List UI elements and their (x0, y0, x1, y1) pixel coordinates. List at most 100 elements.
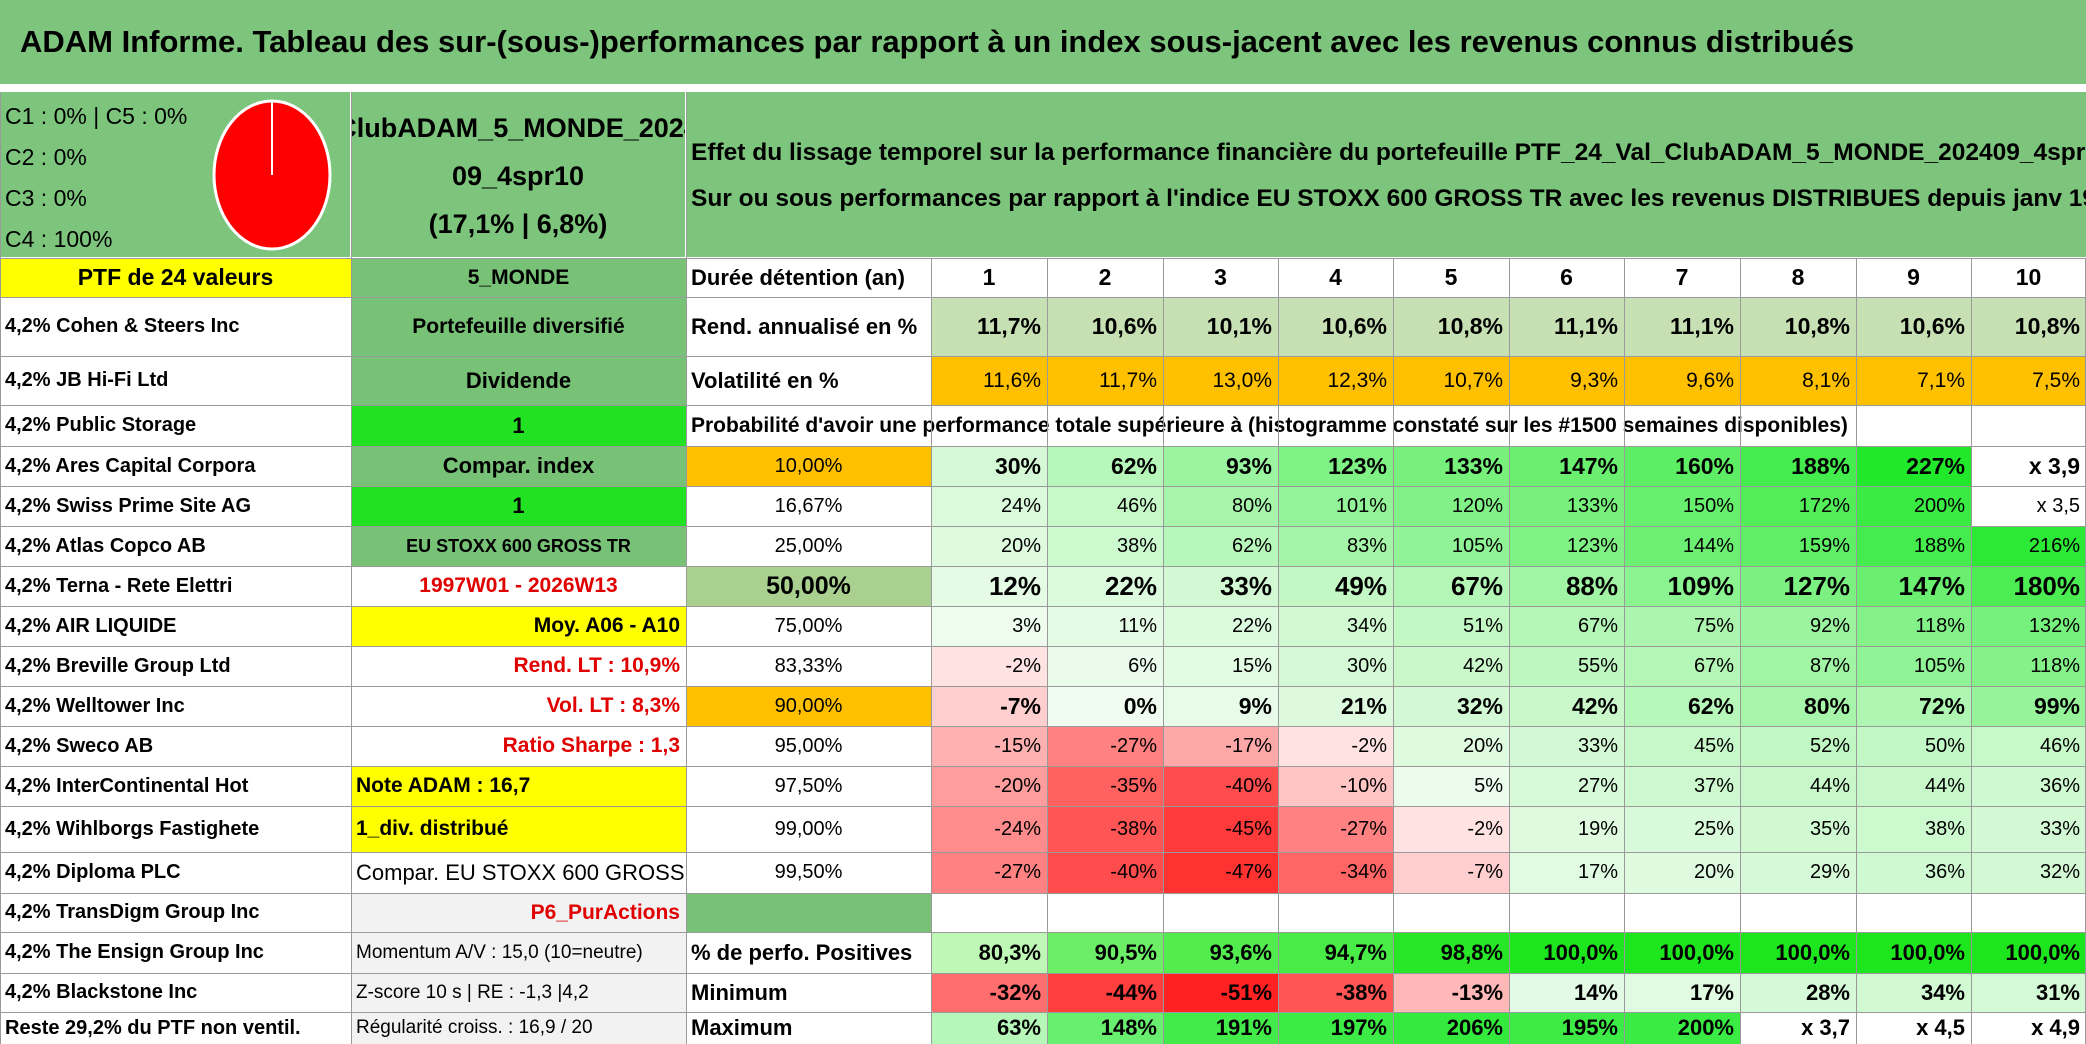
prob-value: 172% (1740, 486, 1856, 526)
prob-value: -27% (1278, 806, 1393, 852)
prob-value: 0% (1047, 686, 1163, 726)
min-value: -44% (1047, 973, 1163, 1012)
vol-value: 8,1% (1740, 356, 1856, 405)
grid-col-line (1740, 258, 1741, 1044)
prob-value: -7% (1393, 852, 1509, 893)
pos-value: 98,8% (1393, 932, 1509, 973)
prob-value: 227% (1856, 446, 1971, 486)
grid-row-line (0, 258, 2086, 259)
prob-value: -40% (1047, 852, 1163, 893)
min-value: -13% (1393, 973, 1509, 1012)
prob-value: 88% (1509, 566, 1624, 606)
prob-value: 6% (1047, 646, 1163, 686)
vol-value: 9,3% (1509, 356, 1624, 405)
prob-level: 99,00% (686, 806, 931, 852)
prob-value: 105% (1393, 526, 1509, 566)
max-value: 195% (1509, 1012, 1624, 1044)
pie-label-c3: C3 : 0% (5, 184, 87, 211)
club-name-line1: ClubADAM_5_MONDE_2024 (351, 112, 685, 143)
prob-level: 50,00% (686, 566, 931, 606)
prob-value: 38% (1856, 806, 1971, 852)
vol-value: 11,6% (931, 356, 1047, 405)
prob-value: 160% (1624, 446, 1740, 486)
prob-value: 200% (1856, 486, 1971, 526)
pos-value: 93,6% (1163, 932, 1278, 973)
grid-col-line (686, 92, 687, 1044)
prob-value: 150% (1624, 486, 1740, 526)
prob-value: 44% (1856, 766, 1971, 806)
prob-level: 99,50% (686, 852, 931, 893)
prob-value: -45% (1163, 806, 1278, 852)
year-header: 5 (1444, 264, 1458, 290)
holding-item: 4,2% Wihlborgs Fastighete (5, 817, 260, 840)
holding-item: 4,2% AIR LIQUIDE (5, 614, 177, 637)
year-header: 2 (1098, 264, 1112, 290)
vol-label: Volatilité en % (691, 367, 839, 393)
info-period: 1997W01 - 2026W13 (351, 566, 686, 606)
prob-value: -20% (931, 766, 1047, 806)
rend-value: 11,1% (1509, 297, 1624, 356)
min-value: 34% (1856, 973, 1971, 1012)
year-header: 4 (1329, 264, 1342, 290)
prob-level: 10,00% (686, 446, 931, 486)
max-value: x 3,7 (1740, 1012, 1856, 1044)
pos-value: 100,0% (1740, 932, 1856, 973)
grid-row-line (0, 356, 2086, 357)
vol-value: 7,1% (1856, 356, 1971, 405)
allocation-pie-chart (212, 99, 332, 251)
grid-row-line (0, 606, 2086, 607)
grid-col-line (1856, 258, 1857, 1044)
max-value: x 4,9 (1971, 1012, 2086, 1044)
duration-label: Durée détention (an) (691, 264, 905, 290)
holding-item: 4,2% TransDigm Group Inc (5, 901, 260, 923)
prob-value: 50% (1856, 726, 1971, 766)
pos-value: 90,5% (1047, 932, 1163, 973)
prob-value: x 3,9 (1971, 446, 2086, 486)
vol-value: 13,0% (1163, 356, 1278, 405)
min-value: -51% (1163, 973, 1278, 1012)
holding-item: 4,2% Breville Group Ltd (5, 654, 231, 677)
prob-value: 27% (1509, 766, 1624, 806)
prob-value: 67% (1393, 566, 1509, 606)
holding-item: 4,2% Swiss Prime Site AG (5, 494, 252, 517)
info-compar-full: Compar. EU STOXX 600 GROSS TR (351, 852, 686, 893)
spacer-green (686, 893, 931, 932)
info-one-a: 1 (351, 405, 686, 446)
prob-value: 83% (1278, 526, 1393, 566)
prob-value: 9% (1163, 686, 1278, 726)
prob-value: -2% (1278, 726, 1393, 766)
prob-value: 32% (1971, 852, 2086, 893)
prob-title: Probabilité d'avoir une performance tota… (691, 413, 1848, 437)
max-value: 191% (1163, 1012, 1278, 1044)
prob-value: -2% (931, 646, 1047, 686)
grid-row-line (0, 932, 2086, 933)
holding-item: 4,2% Public Storage (5, 414, 197, 436)
vol-value: 11,7% (1047, 356, 1163, 405)
rend-value: 10,6% (1278, 297, 1393, 356)
min-value: -38% (1278, 973, 1393, 1012)
prob-value: 33% (1509, 726, 1624, 766)
description-line1: Effet du lissage temporel sur la perform… (691, 139, 2086, 166)
holding-item: 4,2% Welltower Inc (5, 694, 185, 717)
year-header: 8 (1791, 264, 1805, 290)
club-name-cell (351, 92, 685, 257)
prob-value: -15% (931, 726, 1047, 766)
max-value: 148% (1047, 1012, 1163, 1044)
min-value: 28% (1740, 973, 1856, 1012)
report-title-bar: ADAM Informe. Tableau des sur-(sous-)per… (0, 0, 2086, 84)
prob-value: 132% (1971, 606, 2086, 646)
pos-value: 100,0% (1624, 932, 1740, 973)
prob-value: 80% (1740, 686, 1856, 726)
max-value: 200% (1624, 1012, 1740, 1044)
prob-value: 15% (1163, 646, 1278, 686)
prob-value: 180% (1971, 566, 2086, 606)
prob-value: 5% (1393, 766, 1509, 806)
prob-value: 37% (1624, 766, 1740, 806)
year-header: 7 (1675, 264, 1689, 290)
prob-value: 80% (1163, 486, 1278, 526)
year-header: 1 (982, 264, 996, 290)
grid-col-line (1047, 258, 1048, 1044)
prob-value: 123% (1278, 446, 1393, 486)
prob-value: 133% (1509, 486, 1624, 526)
prob-value: 36% (1971, 766, 2086, 806)
